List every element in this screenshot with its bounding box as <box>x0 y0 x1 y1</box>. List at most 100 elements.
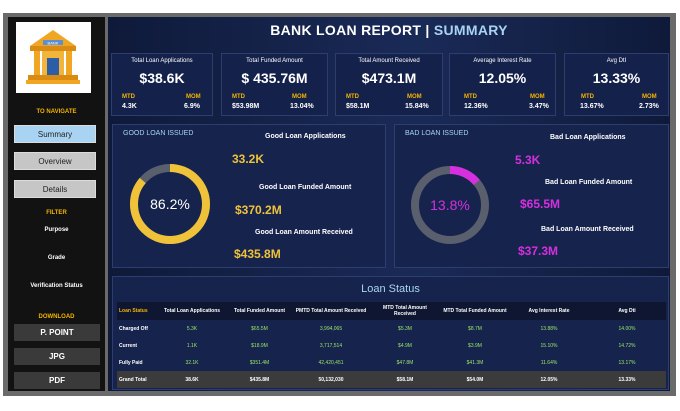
page-title-main: BANK LOAN REPORT | <box>270 22 430 38</box>
kpi-title: Total Amount Received <box>358 58 420 64</box>
table-total-row: Grand Total 38.6K $435.8M 50,132,030 $58… <box>117 371 666 388</box>
loan-status-title: Loan Status <box>361 283 420 295</box>
table-header-row: Loan Status Total Loan Applications Tota… <box>117 302 666 320</box>
kpi-mtd-value: $58.1M <box>346 103 370 110</box>
cell: 14.00% <box>618 325 636 332</box>
kpi-total-loan-applications: Total Loan Applications $38.6K MTD MOM 4… <box>111 53 213 116</box>
cell: 3,717,514 <box>319 342 343 349</box>
good-funded-label: Good Loan Funded Amount <box>259 184 352 191</box>
cell: 50,132,030 <box>292 371 370 388</box>
cell: $47.8M <box>396 359 414 366</box>
kpi-mtd-value: $53.98M <box>232 103 260 110</box>
col-header[interactable]: MTD Total Amount Received <box>370 302 440 320</box>
loan-status-table: Loan Status Total Loan Applications Tota… <box>117 302 666 388</box>
good-donut-arc <box>130 164 210 244</box>
col-header[interactable]: PMTD Total Amount Received <box>292 302 370 320</box>
bank-icon: BANK <box>26 30 80 84</box>
cell: Fully Paid <box>119 359 143 366</box>
nav-details-button[interactable]: Details <box>14 180 96 198</box>
download-pdf-button[interactable]: PDF <box>14 372 100 389</box>
cell: 13.17% <box>618 359 636 366</box>
cell: 1.1K <box>186 342 198 349</box>
bad-funded-value: $65.5M <box>520 197 561 211</box>
kpi-mom-label: MOM <box>407 94 422 100</box>
good-loan-title: GOOD LOAN ISSUED <box>123 130 194 137</box>
cell: Grand Total <box>117 371 157 388</box>
kpi-title: Avg DtI <box>606 58 627 64</box>
kpi-mom-label: MOM <box>642 94 657 100</box>
bad-loan-title: BAD LOAN ISSUED <box>405 130 469 137</box>
kpi-mtd-label: MTD <box>232 94 245 100</box>
good-funded-value: $370.2M <box>235 203 282 217</box>
col-header[interactable]: Total Loan Applications <box>157 302 227 320</box>
kpi-value: $ 435.76M <box>241 70 308 86</box>
kpi-mom-label: MOM <box>186 94 201 100</box>
cell: $58.1M <box>370 371 440 388</box>
cell: 32.1K <box>185 359 199 366</box>
kpi-value: 12.05% <box>478 70 527 86</box>
kpi-mom-value: 15.84% <box>405 103 429 110</box>
kpi-mtd-label: MTD <box>346 94 359 100</box>
loan-status-panel: Loan Status Loan Status Total Loan Appli… <box>112 276 669 390</box>
download-ppt-button[interactable]: P. POINT <box>14 324 100 341</box>
page-title-section: SUMMARY <box>433 22 508 38</box>
kpi-mtd-label: MTD <box>464 94 477 100</box>
bad-apps-label: Bad Loan Applications <box>550 134 626 141</box>
kpi-avg-dti: Avg DtI 13.33% MTD MOM 13.67% 2.73% <box>564 53 669 116</box>
col-header[interactable]: Avg Dti <box>588 302 666 320</box>
good-loan-panel: GOOD LOAN ISSUED 86.2% Good Loan Applica… <box>112 124 386 268</box>
bad-funded-label: Bad Loan Funded Amount <box>545 179 633 186</box>
kpi-mtd-value: 4.3K <box>122 103 137 110</box>
bad-donut-arc <box>411 166 489 244</box>
kpi-title: Total Funded Amount <box>246 58 303 64</box>
kpi-mom-value: 6.9% <box>184 103 200 110</box>
good-received-value: $435.8M <box>234 247 281 261</box>
nav-overview-button[interactable]: Overview <box>14 152 96 170</box>
col-header[interactable]: Loan Status <box>117 302 157 320</box>
page-title: BANK LOAN REPORT | SUMMARY <box>108 22 670 38</box>
cell: $4.9M <box>398 342 412 349</box>
bad-apps-value: 5.3K <box>515 153 541 167</box>
bad-donut-percent: 13.8% <box>430 197 470 213</box>
col-header[interactable]: MTD Total Funded Amount <box>440 302 510 320</box>
kpi-title: Average Interest Rate <box>473 58 532 64</box>
download-heading: DOWNLOAD <box>38 314 75 320</box>
good-apps-value: 33.2K <box>232 152 265 166</box>
nav-summary-button[interactable]: Summary <box>14 125 96 143</box>
cell: Charged Off <box>119 325 148 332</box>
filter-verification-status[interactable]: Verification Status <box>30 283 83 289</box>
kpi-mtd-value: 12.36% <box>464 103 488 110</box>
filter-grade[interactable]: Grade <box>47 255 66 261</box>
cell: $435.8M <box>227 371 292 388</box>
kpi-total-funded-amount: Total Funded Amount $ 435.76M MTD MOM $5… <box>221 53 328 116</box>
cell: 5.3K <box>186 325 198 332</box>
cell: 13.88% <box>540 325 558 332</box>
table-row: Charged Off 5.3K $65.5M 3,994,065 $5.3M … <box>117 320 666 337</box>
cell: $351.4M <box>249 359 270 366</box>
good-received-label: Good Loan Amount Received <box>255 229 353 236</box>
cell: 38.6K <box>157 371 227 388</box>
cell: 12.05% <box>510 371 588 388</box>
kpi-value: $473.1M <box>361 70 417 86</box>
cell: 15.10% <box>540 342 558 349</box>
bad-received-value: $37.3M <box>518 244 559 258</box>
kpi-mtd-label: MTD <box>122 94 135 100</box>
bank-logo: BANK <box>16 22 91 93</box>
kpi-value: $38.6K <box>139 70 185 86</box>
cell: $8.7M <box>468 325 482 332</box>
cell: 14.72% <box>618 342 636 349</box>
filter-purpose[interactable]: Purpose <box>44 227 69 233</box>
download-jpg-button[interactable]: JPG <box>14 348 100 365</box>
kpi-mom-value: 3.47% <box>529 103 549 110</box>
col-header[interactable]: Total Funded Amount <box>227 302 292 320</box>
bad-loan-panel: BAD LOAN ISSUED 13.8% Bad Loan Applicati… <box>394 124 669 268</box>
good-donut-percent: 86.2% <box>150 196 190 212</box>
kpi-mom-label: MOM <box>530 94 545 100</box>
col-header[interactable]: Avg Interest Rate <box>510 302 588 320</box>
table-row: Fully Paid 32.1K $351.4M 42,420,451 $47.… <box>117 354 666 371</box>
kpi-mtd-value: 13.67% <box>580 103 604 110</box>
table-row: Current 1.1K $18.9M 3,717,514 $4.9M $3.9… <box>117 337 666 354</box>
bad-loan-donut: 13.8% <box>411 166 489 244</box>
kpi-mom-label: MOM <box>292 94 307 100</box>
bad-received-label: Bad Loan Amount Received <box>541 226 634 233</box>
